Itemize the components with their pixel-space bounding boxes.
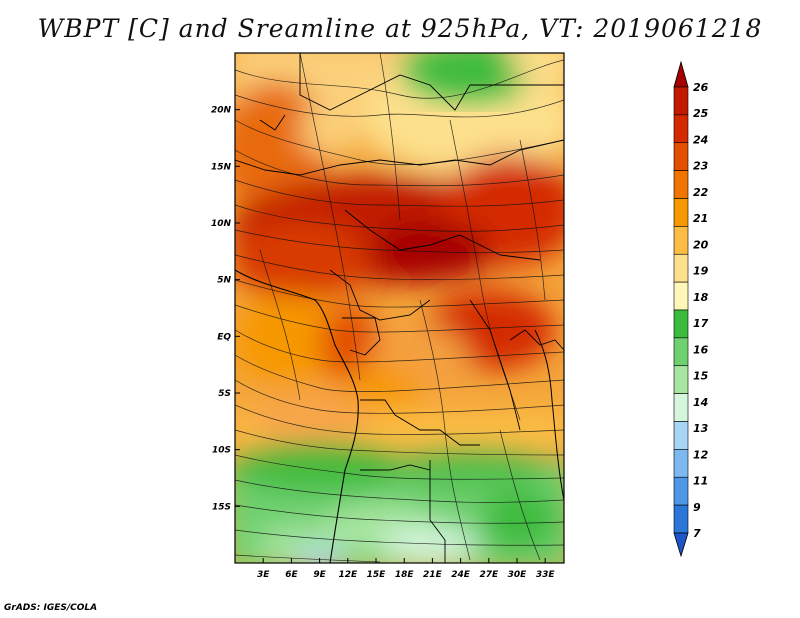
colorbar-box (673, 281, 689, 311)
colorbar: 26 25 24 23 22 21 20 19 18 17 16 15 14 13 12 11 9 7 (673, 60, 709, 558)
lon-tick-label: 12E (338, 570, 358, 580)
colorbar-label: 16 (693, 343, 709, 356)
longitude-axis: 3E 6E 9E 12E 15E 18E 21E 24E 27E 30E 33E (257, 558, 555, 580)
colorbar-box (673, 198, 689, 227)
colorbar-label: 18 (693, 291, 709, 304)
lon-tick-label: 3E (257, 570, 270, 580)
colorbar-box (673, 365, 689, 394)
colorbar-label: 15 (693, 370, 709, 383)
colorbar-label: 23 (693, 160, 709, 173)
footer-credit: GrADS: IGES/COLA (4, 603, 98, 613)
colorbar-label: 26 (693, 81, 709, 94)
colorbar-label: 25 (693, 107, 709, 120)
latitude-axis: 20N 15N 10N 5N EQ 5S 10S 15S (211, 106, 240, 512)
lat-tick-label: 10N (211, 219, 232, 229)
wbpt-field (235, 53, 564, 563)
colorbar-label: 14 (693, 396, 708, 409)
chart-title: WBPT [C] and Sreamline at 925hPa, VT: 20… (37, 14, 763, 43)
lon-tick-label: 33E (536, 570, 556, 580)
lon-tick-label: 21E (423, 570, 443, 580)
colorbar-box (673, 170, 689, 199)
lon-tick-label: 15E (367, 570, 387, 580)
colorbar-box (673, 309, 689, 339)
colorbar-box (673, 421, 689, 450)
colorbar-box (673, 86, 689, 116)
streamlines (235, 53, 564, 563)
country-borders (235, 53, 564, 563)
map-frame (234, 52, 565, 564)
lat-tick-label: 5N (217, 276, 231, 286)
lat-tick-label: 20N (211, 106, 232, 116)
lon-tick-label: 24E (451, 570, 471, 580)
colorbar-box (673, 142, 689, 171)
colorbar-label: 21 (693, 212, 708, 225)
colorbar-box (673, 253, 689, 283)
lon-tick-label: 27E (479, 570, 499, 580)
colorbar-label: 13 (693, 422, 709, 435)
colorbar-box (673, 337, 689, 367)
lat-tick-label: 15S (212, 502, 231, 512)
colorbar-label: 12 (693, 448, 709, 461)
colorbar-box (673, 476, 689, 506)
colorbar-label: 17 (693, 317, 709, 330)
lon-tick-label: 18E (395, 570, 415, 580)
colorbar-bottom-arrow (673, 532, 689, 558)
colorbar-label: 11 (693, 475, 708, 488)
colorbar-box (673, 449, 689, 478)
lat-tick-label: 15N (211, 162, 232, 172)
lat-tick-label: 10S (212, 446, 231, 456)
colorbar-box (673, 504, 689, 534)
coastline (235, 269, 359, 563)
colorbar-box (673, 226, 689, 255)
lat-tick-label: 5S (218, 389, 231, 399)
colorbar-label: 20 (693, 238, 709, 251)
colorbar-label: 7 (693, 527, 701, 540)
lon-tick-label: 30E (508, 570, 528, 580)
colorbar-top-arrow (673, 60, 689, 88)
colorbar-box (673, 114, 689, 144)
colorbar-box (673, 393, 689, 422)
colorbar-label: 24 (693, 133, 708, 146)
lon-tick-label: 9E (313, 570, 326, 580)
lon-tick-label: 6E (285, 570, 298, 580)
colorbar-label: 9 (693, 501, 701, 514)
colorbar-label: 19 (693, 265, 709, 278)
colorbar-label: 22 (693, 186, 709, 199)
lat-tick-label: EQ (217, 332, 231, 342)
